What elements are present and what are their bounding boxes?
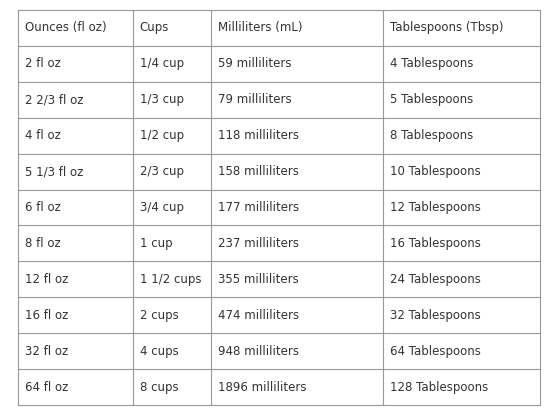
Bar [211, 333, 384, 369]
Text: 1/4 cup: 1/4 cup [140, 57, 184, 70]
Text: 4 Tablespoons: 4 Tablespoons [390, 57, 474, 70]
Text: 237 milliliters: 237 milliliters [218, 237, 299, 250]
Bar [211, 189, 384, 225]
Bar [384, 297, 540, 333]
Bar [384, 46, 540, 82]
Text: 10 Tablespoons: 10 Tablespoons [390, 165, 481, 178]
Text: 1896 milliliters: 1896 milliliters [218, 380, 307, 393]
Text: 12 Tablespoons: 12 Tablespoons [390, 201, 481, 214]
Bar [133, 154, 211, 189]
Text: 355 milliliters: 355 milliliters [218, 273, 299, 286]
Text: 3/4 cup: 3/4 cup [140, 201, 184, 214]
Text: 4 cups: 4 cups [140, 344, 178, 358]
Bar [133, 189, 211, 225]
Text: Milliliters (mL): Milliliters (mL) [218, 21, 302, 34]
Bar [211, 225, 384, 261]
Text: 8 cups: 8 cups [140, 380, 178, 393]
Text: 64 Tablespoons: 64 Tablespoons [390, 344, 481, 358]
Text: 24 Tablespoons: 24 Tablespoons [390, 273, 481, 286]
Text: 118 milliliters: 118 milliliters [218, 129, 299, 142]
Bar [384, 333, 540, 369]
Text: 128 Tablespoons: 128 Tablespoons [390, 380, 489, 393]
Bar [18, 297, 133, 333]
Bar [18, 333, 133, 369]
Bar [133, 297, 211, 333]
Text: 59 milliliters: 59 milliliters [218, 57, 292, 70]
Text: 1/3 cup: 1/3 cup [140, 93, 184, 106]
Text: 8 Tablespoons: 8 Tablespoons [390, 129, 474, 142]
Bar [18, 189, 133, 225]
Bar [211, 10, 384, 46]
Bar [133, 225, 211, 261]
Bar [18, 82, 133, 118]
Bar [211, 46, 384, 82]
Bar [133, 118, 211, 154]
Text: 64 fl oz: 64 fl oz [25, 380, 68, 393]
Bar [18, 225, 133, 261]
Bar [18, 154, 133, 189]
Text: 8 fl oz: 8 fl oz [25, 237, 61, 250]
Bar [133, 46, 211, 82]
Text: 4 fl oz: 4 fl oz [25, 129, 61, 142]
Bar [384, 225, 540, 261]
Bar [18, 369, 133, 405]
Text: 5 1/3 fl oz: 5 1/3 fl oz [25, 165, 83, 178]
Text: Tablespoons (Tbsp): Tablespoons (Tbsp) [390, 21, 504, 34]
Bar [18, 118, 133, 154]
Text: 79 milliliters: 79 milliliters [218, 93, 292, 106]
Bar [211, 369, 384, 405]
Bar [384, 369, 540, 405]
Text: 1 cup: 1 cup [140, 237, 172, 250]
Text: 2 fl oz: 2 fl oz [25, 57, 61, 70]
Bar [133, 333, 211, 369]
Text: 1/2 cup: 1/2 cup [140, 129, 184, 142]
Text: 158 milliliters: 158 milliliters [218, 165, 299, 178]
Text: 12 fl oz: 12 fl oz [25, 273, 68, 286]
Text: 177 milliliters: 177 milliliters [218, 201, 299, 214]
Text: 474 milliliters: 474 milliliters [218, 309, 299, 322]
Text: 1 1/2 cups: 1 1/2 cups [140, 273, 201, 286]
Bar [133, 261, 211, 297]
Bar [211, 154, 384, 189]
Text: 32 Tablespoons: 32 Tablespoons [390, 309, 481, 322]
Text: 2/3 cup: 2/3 cup [140, 165, 184, 178]
Bar [384, 189, 540, 225]
Bar [384, 118, 540, 154]
Bar [133, 369, 211, 405]
Bar [384, 82, 540, 118]
Bar [211, 261, 384, 297]
Text: 6 fl oz: 6 fl oz [25, 201, 61, 214]
Text: 16 fl oz: 16 fl oz [25, 309, 68, 322]
Bar [211, 118, 384, 154]
Bar [384, 261, 540, 297]
Text: 5 Tablespoons: 5 Tablespoons [390, 93, 474, 106]
Bar [18, 46, 133, 82]
Bar [211, 297, 384, 333]
Text: 2 2/3 fl oz: 2 2/3 fl oz [25, 93, 83, 106]
Bar [133, 10, 211, 46]
Text: 2 cups: 2 cups [140, 309, 178, 322]
Bar [133, 82, 211, 118]
Text: 16 Tablespoons: 16 Tablespoons [390, 237, 481, 250]
Text: 948 milliliters: 948 milliliters [218, 344, 299, 358]
Text: Ounces (fl oz): Ounces (fl oz) [25, 21, 107, 34]
Bar [211, 82, 384, 118]
Bar [384, 10, 540, 46]
Text: Cups: Cups [140, 21, 169, 34]
Bar [18, 10, 133, 46]
Bar [384, 154, 540, 189]
Bar [18, 261, 133, 297]
Text: 32 fl oz: 32 fl oz [25, 344, 68, 358]
